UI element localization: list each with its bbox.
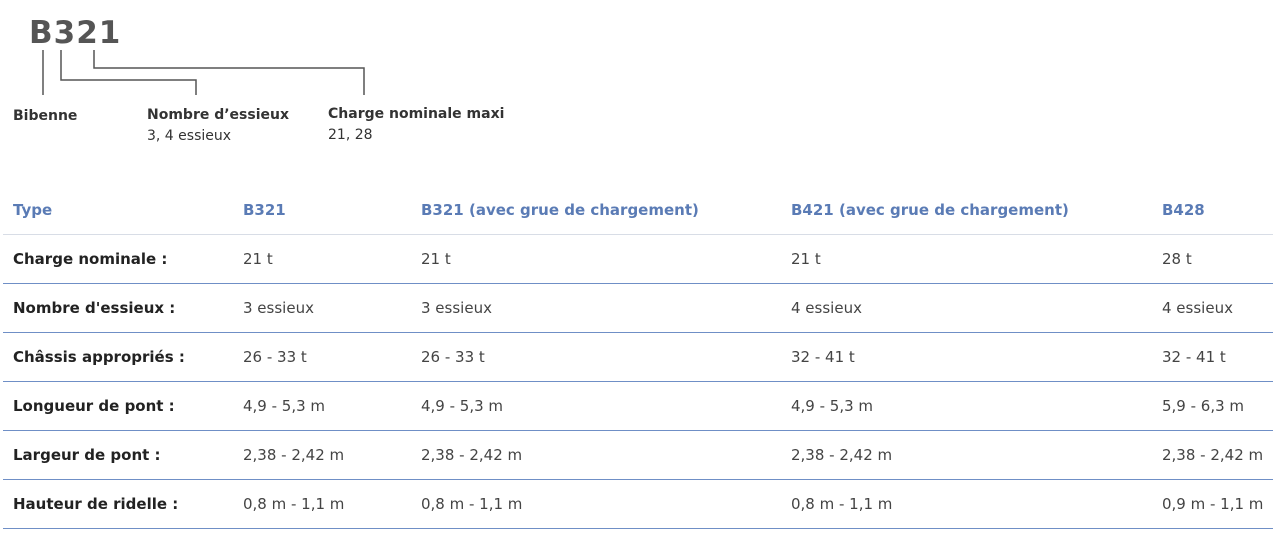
table-cell: 21 t <box>243 250 273 268</box>
table-cell: 26 - 33 t <box>421 348 485 366</box>
table-row-chassis: Châssis appropriés : 26 - 33 t 26 - 33 t… <box>3 333 1273 382</box>
row-label: Hauteur de ridelle : <box>13 495 179 513</box>
connector-line-charge <box>93 50 365 95</box>
header-b321: B321 <box>243 201 286 219</box>
model-code-diagram: B321 Bibenne Nombre d’essieux 3, 4 essie… <box>0 0 600 160</box>
connector-line-essieux <box>60 50 197 95</box>
diagram-sub-charge: 21, 28 <box>328 127 373 143</box>
table-cell: 28 t <box>1162 250 1192 268</box>
table-header-row: Type B321 B321 (avec grue de chargement)… <box>3 186 1273 235</box>
table-cell: 4,9 - 5,3 m <box>791 397 874 415</box>
table-cell: 32 - 41 t <box>1162 348 1226 366</box>
diagram-connector-lines <box>42 50 365 95</box>
header-b321-grue: B321 (avec grue de chargement) <box>421 201 699 219</box>
table-cell: 4 essieux <box>1162 299 1233 317</box>
table-cell: 32 - 41 t <box>791 348 855 366</box>
table-cell: 2,38 - 2,42 m <box>421 446 523 464</box>
table-row-largeur: Largeur de pont : 2,38 - 2,42 m 2,38 - 2… <box>3 431 1273 480</box>
table-cell: 3 essieux <box>243 299 314 317</box>
diagram-label-charge: Charge nominale maxi <box>328 106 505 122</box>
table-cell: 0,9 m - 1,1 m <box>1162 495 1264 513</box>
header-type: Type <box>13 201 53 219</box>
row-label: Charge nominale : <box>13 250 168 268</box>
specification-table: Type B321 B321 (avec grue de chargement)… <box>3 186 1273 529</box>
table-cell: 2,38 - 2,42 m <box>791 446 893 464</box>
diagram-label-essieux: Nombre d’essieux <box>147 107 290 123</box>
table-cell: 0,8 m - 1,1 m <box>243 495 345 513</box>
header-b421-grue: B421 (avec grue de chargement) <box>791 201 1069 219</box>
table-cell: 21 t <box>791 250 821 268</box>
table-cell: 3 essieux <box>421 299 492 317</box>
table-cell: 2,38 - 2,42 m <box>1162 446 1264 464</box>
table-row-longueur: Longueur de pont : 4,9 - 5,3 m 4,9 - 5,3… <box>3 382 1273 431</box>
table-cell: 26 - 33 t <box>243 348 307 366</box>
row-label: Longueur de pont : <box>13 397 175 415</box>
row-label: Châssis appropriés : <box>13 348 185 366</box>
table-row-hauteur: Hauteur de ridelle : 0,8 m - 1,1 m 0,8 m… <box>3 480 1273 529</box>
table-cell: 4 essieux <box>791 299 862 317</box>
table-cell: 4,9 - 5,3 m <box>421 397 504 415</box>
table-cell: 0,8 m - 1,1 m <box>421 495 523 513</box>
header-b428: B428 <box>1162 201 1205 219</box>
model-code: B321 <box>29 15 122 51</box>
table-cell: 21 t <box>421 250 451 268</box>
table-row-charge-nominale: Charge nominale : 21 t 21 t 21 t 28 t <box>3 234 1273 284</box>
row-label: Largeur de pont : <box>13 446 161 464</box>
table-cell: 5,9 - 6,3 m <box>1162 397 1245 415</box>
diagram-label-bibenne: Bibenne <box>13 108 78 124</box>
table-cell: 4,9 - 5,3 m <box>243 397 326 415</box>
table-cell: 0,8 m - 1,1 m <box>791 495 893 513</box>
table-cell: 2,38 - 2,42 m <box>243 446 345 464</box>
row-label: Nombre d'essieux : <box>13 299 176 317</box>
diagram-sub-essieux: 3, 4 essieux <box>147 128 232 144</box>
table-row-nombre-essieux: Nombre d'essieux : 3 essieux 3 essieux 4… <box>3 284 1273 333</box>
